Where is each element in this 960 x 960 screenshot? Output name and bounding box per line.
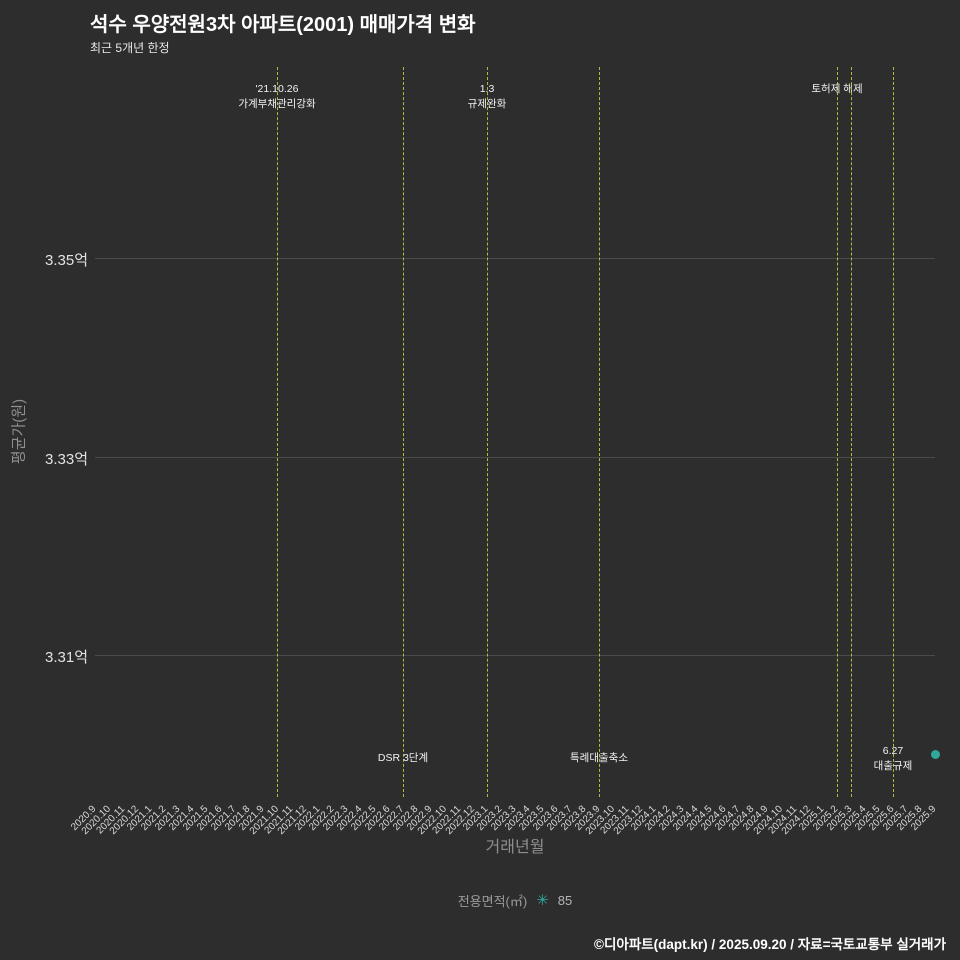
chart-subtitle: 최근 5개년 한정	[90, 41, 170, 55]
chart-title: 석수 우양전원3차 아파트(2001) 매매가격 변화	[90, 14, 476, 36]
y-tick-label: 3.35억	[45, 252, 88, 269]
gridline	[95, 456, 935, 458]
gridline	[95, 258, 935, 259]
event-marker-line	[837, 67, 838, 797]
event-annotation: DSR 3단계	[377, 752, 429, 764]
event-annotation: 대출규제	[873, 760, 913, 772]
event-marker-line	[599, 67, 600, 797]
event-annotation: 1.3	[479, 83, 495, 95]
event-annotation: 토허제 해제	[811, 83, 863, 95]
legend[interactable]: 전용면적(㎡) ✳ 85	[95, 891, 935, 910]
gridline	[95, 655, 935, 656]
y-tick-label: 3.33억	[45, 450, 88, 468]
legend-asterisk-marker-icon: ✳	[536, 892, 549, 909]
event-annotation: 규제완화	[467, 98, 507, 110]
event-marker-line	[893, 67, 894, 797]
event-marker-line	[487, 67, 488, 797]
event-annotation: 특례대출축소	[570, 752, 628, 764]
event-marker-line	[851, 67, 852, 797]
event-annotation: 가계부채관리강화	[238, 98, 316, 110]
x-axis-label: 거래년월	[485, 839, 545, 856]
event-annotation: '21.10.26	[255, 83, 299, 95]
legend-value: 85	[557, 893, 573, 908]
data-point[interactable]	[930, 749, 940, 759]
event-annotation: 6.27	[882, 745, 904, 757]
event-marker-line	[403, 67, 404, 797]
legend-label: 전용면적(㎡)	[457, 894, 528, 909]
y-tick-label: 3.31억	[45, 649, 88, 666]
footer-credit: ©디아파트(dapt.kr) / 2025.09.20 / 자료=국토교통부 실…	[594, 937, 946, 952]
event-marker-line	[277, 67, 278, 797]
